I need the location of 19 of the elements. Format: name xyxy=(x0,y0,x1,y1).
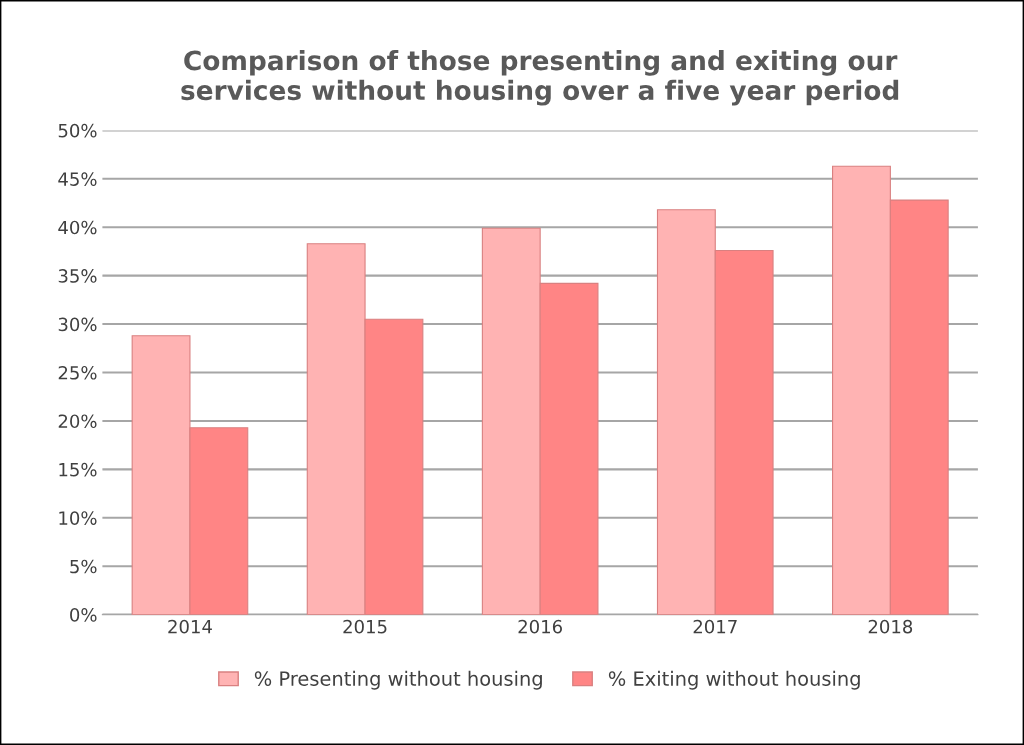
legend-label: % Presenting without housing xyxy=(254,670,542,690)
y-tick-label: 0% xyxy=(70,608,97,622)
legend-label: % Exiting without housing xyxy=(608,670,860,690)
x-tick-label: 2017 xyxy=(693,619,737,634)
y-tick-label: 50% xyxy=(58,123,97,138)
chart-title: Comparison of those presenting and exiting our services without housing over a five year period xyxy=(181,50,899,106)
y-tick-label: 20% xyxy=(58,414,97,429)
x-tick-label: 2015 xyxy=(343,619,387,634)
y-tick-label: 45% xyxy=(58,172,97,186)
y-tick-label: 15% xyxy=(59,462,97,477)
x-tick-label: 2018 xyxy=(868,619,913,634)
y-tick-label: 30% xyxy=(58,317,97,332)
x-tick-label: 2016 xyxy=(518,619,562,634)
y-tick-label: 40% xyxy=(58,220,97,235)
y-tick-label: 10% xyxy=(59,511,97,525)
y-tick-label: 5% xyxy=(70,559,97,574)
y-tick-label: 35% xyxy=(58,269,97,283)
y-tick-label: 25% xyxy=(58,365,97,380)
x-tick-label: 2014 xyxy=(168,619,212,634)
